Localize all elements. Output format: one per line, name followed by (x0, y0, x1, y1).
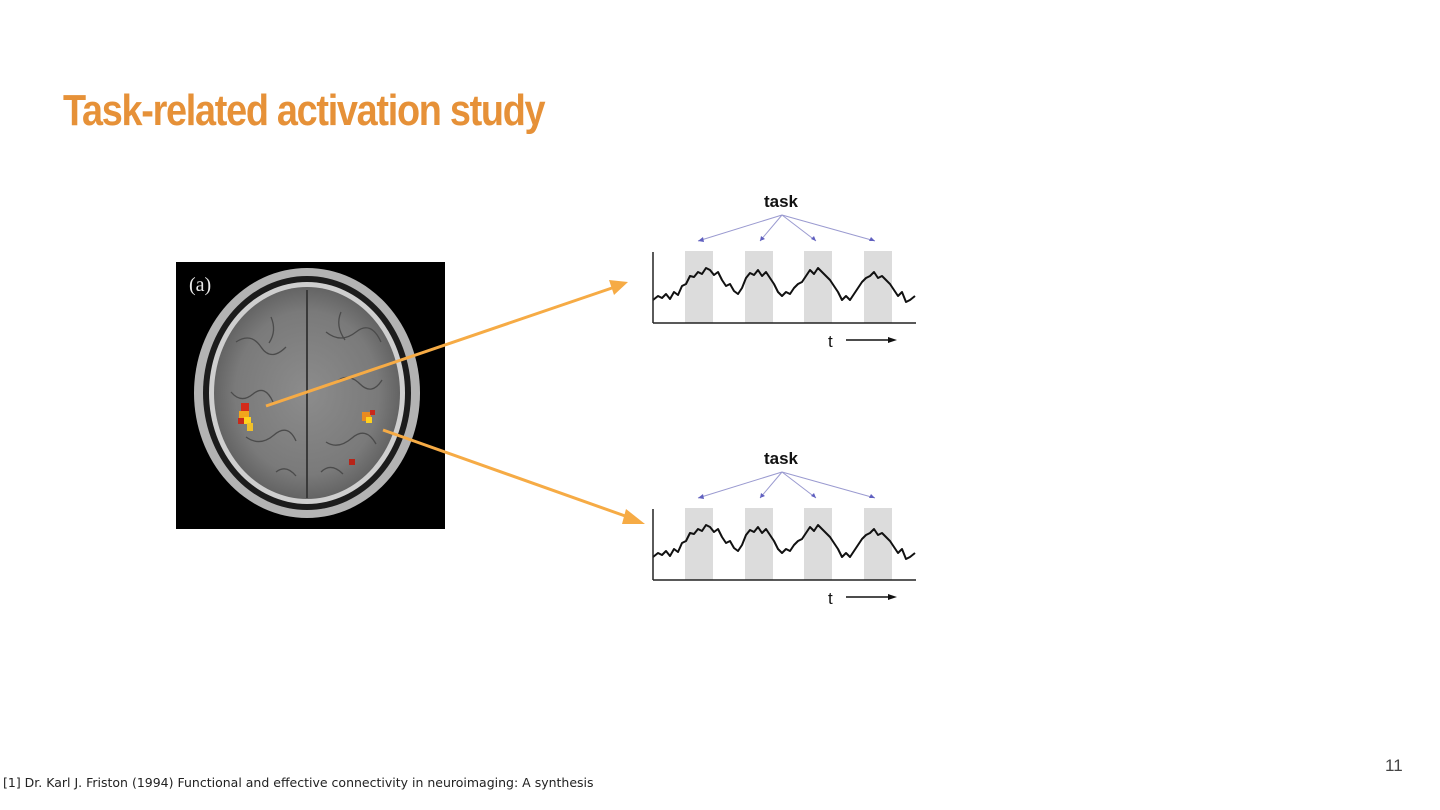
slide-title: Task-related activation study (63, 86, 546, 135)
citation-footnote: [1] Dr. Karl J. Friston (1994) Functiona… (3, 775, 594, 790)
panel-label: (a) (189, 274, 212, 296)
time-axis-label-bottom: t (828, 589, 833, 608)
bold-signal-trace (652, 267, 916, 303)
timecourse-figure-bottom: task t (648, 445, 923, 610)
page-number: 11 (1385, 756, 1403, 775)
task-label-top: task (763, 192, 799, 211)
task-blocks (685, 251, 892, 323)
time-axis-label-top: t (828, 332, 833, 351)
brain-scan-image: (a) (176, 262, 445, 529)
task-pointer-lines (697, 214, 876, 242)
timecourse-figure-top: task t (648, 188, 923, 353)
task-label-bottom: task (763, 449, 799, 468)
